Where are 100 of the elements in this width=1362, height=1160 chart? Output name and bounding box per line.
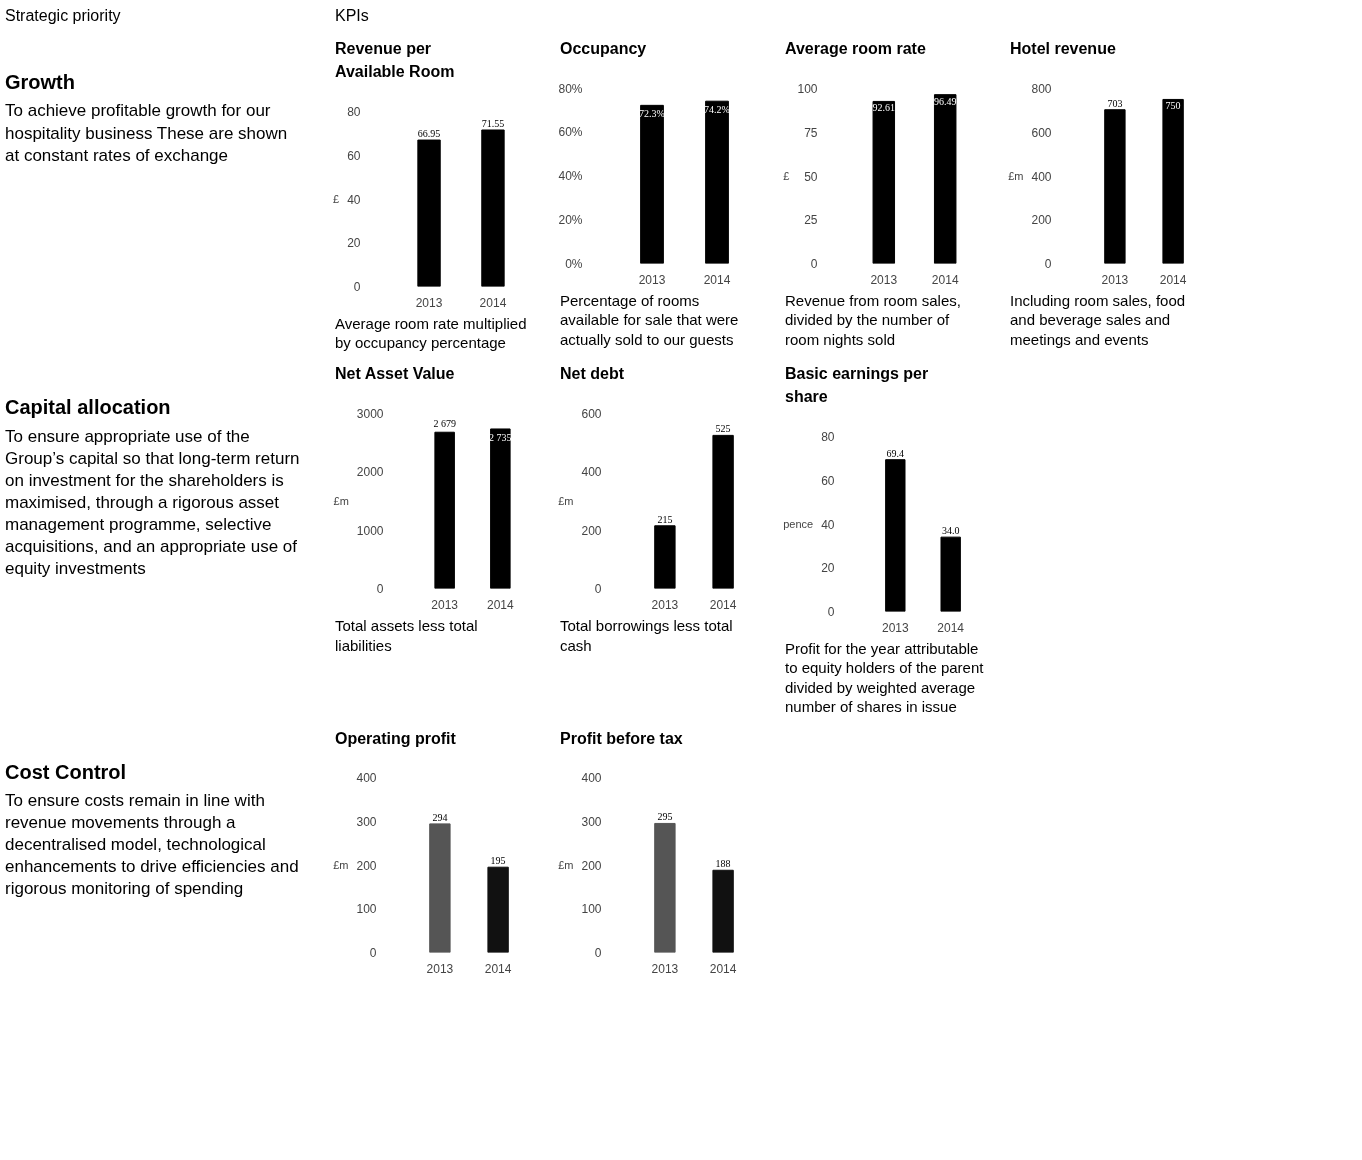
y-axis-title: pence bbox=[783, 517, 814, 530]
y-tick-label: 400 bbox=[1031, 169, 1052, 184]
text: Revenue from room sales, divided by the number of room nights sold bbox=[785, 290, 962, 350]
y-tick-label: 400 bbox=[356, 771, 377, 786]
x-tick-label: 2014 bbox=[937, 620, 965, 635]
y-axis-title: £m bbox=[558, 859, 574, 872]
data-label: 66.95 bbox=[417, 127, 441, 139]
x-tick-label: 2014 bbox=[484, 961, 512, 976]
y-tick-label: 50 bbox=[804, 169, 818, 184]
data-label: 74.2% bbox=[704, 103, 730, 115]
y-axis-title: £m bbox=[333, 859, 349, 872]
y-tick-label: 200 bbox=[581, 858, 602, 873]
y-tick-label: 80 bbox=[821, 429, 835, 444]
text: KPIs bbox=[335, 6, 369, 26]
chart-title: Revenue per Available Room bbox=[335, 38, 456, 82]
y-tick-label: 100 bbox=[797, 81, 818, 96]
y-tick-label: 0 bbox=[594, 582, 602, 597]
x-tick-label: 2013 bbox=[651, 961, 679, 976]
y-tick-label: 0 bbox=[353, 279, 361, 294]
data-label: 195 bbox=[490, 855, 506, 867]
data-label: 294 bbox=[432, 812, 448, 824]
chart-title: Operating profit bbox=[335, 728, 457, 749]
x-tick-label: 2013 bbox=[431, 597, 459, 612]
data-label: 525 bbox=[715, 423, 731, 435]
y-tick-label: 3000 bbox=[356, 407, 384, 422]
y-axis-title: £ bbox=[333, 192, 340, 205]
y-tick-label: 0 bbox=[594, 946, 602, 961]
chart-title: Occupancy bbox=[560, 38, 648, 59]
text: Growth bbox=[5, 69, 76, 95]
data-label: 750 bbox=[1165, 100, 1181, 112]
y-tick-label: 100 bbox=[356, 902, 377, 917]
x-tick-label: 2013 bbox=[881, 620, 909, 635]
text: To achieve profitable growth for our hospitality business These are shown at constant rates of exchange bbox=[5, 100, 289, 167]
chart-title: Profit before tax bbox=[560, 728, 684, 749]
y-tick-label: 75 bbox=[804, 125, 818, 140]
y-tick-label: 25 bbox=[804, 212, 818, 227]
chart-title: Net Asset Value bbox=[335, 364, 456, 385]
x-tick-label: 2013 bbox=[415, 295, 443, 310]
data-label: 703 bbox=[1107, 97, 1123, 109]
text: Including room sales, food and beverage sales and meetings and events bbox=[1010, 290, 1187, 350]
x-tick-label: 2013 bbox=[426, 961, 454, 976]
y-tick-label: 400 bbox=[581, 465, 602, 480]
x-tick-label: 2014 bbox=[703, 272, 731, 287]
x-tick-label: 2014 bbox=[1159, 272, 1187, 287]
y-tick-label: 0 bbox=[827, 604, 835, 619]
x-tick-label: 2014 bbox=[709, 597, 737, 612]
y-tick-label: 40% bbox=[558, 168, 583, 183]
text: Total assets less total liabilities bbox=[335, 616, 479, 656]
data-label: 215 bbox=[657, 513, 673, 525]
y-tick-label: 60 bbox=[347, 148, 361, 163]
y-tick-label: 60 bbox=[821, 473, 835, 488]
y-tick-label: 200 bbox=[356, 858, 377, 873]
x-tick-label: 2014 bbox=[709, 961, 737, 976]
chart-title: Hotel revenue bbox=[1010, 38, 1117, 59]
text: Strategic priority bbox=[5, 6, 121, 26]
y-tick-label: 80 bbox=[347, 104, 361, 119]
chart-title: Basic earnings per share bbox=[785, 364, 930, 407]
x-tick-label: 2013 bbox=[1101, 272, 1129, 287]
y-tick-label: 40 bbox=[347, 192, 361, 207]
chart-title: Average room rate bbox=[785, 38, 927, 59]
text: To ensure appropriate use of the Group’s capital so that long-term return on investment for the shareholders is maximised, through a rigorous asset management programme, selective acquisitions, and an appropriate use of equity investments bbox=[5, 425, 301, 581]
data-label: 71.55 bbox=[481, 117, 505, 129]
x-tick-label: 2014 bbox=[931, 272, 959, 287]
y-axis-title: £ bbox=[783, 169, 790, 182]
y-tick-label: 0 bbox=[369, 946, 377, 961]
data-label: 92.61 bbox=[872, 102, 896, 114]
data-label: 295 bbox=[657, 811, 673, 823]
y-axis-title: £m bbox=[333, 495, 349, 508]
data-label: 96.49 bbox=[933, 95, 957, 107]
y-tick-label: 40 bbox=[821, 517, 835, 532]
text: Profit for the year attributable to equity holders of the parent divided by weighted average number of shares in issue bbox=[785, 638, 985, 717]
chart-title: Net debt bbox=[560, 364, 625, 385]
data-label: 34.0 bbox=[941, 524, 960, 536]
y-tick-label: 200 bbox=[1031, 212, 1052, 227]
x-tick-label: 2014 bbox=[487, 597, 515, 612]
y-tick-label: 60% bbox=[558, 124, 583, 139]
y-tick-label: 600 bbox=[581, 407, 602, 422]
data-label: 72.3% bbox=[639, 108, 665, 120]
text: To ensure costs remain in line with revenue movements through a decentralised model, technological enhancements to drive efficiencies and rigorous monitoring of spending bbox=[5, 790, 300, 901]
y-tick-label: 2000 bbox=[356, 465, 384, 480]
y-axis-title: £m bbox=[1008, 169, 1024, 182]
text: Average room rate multiplied by occupancy percentage bbox=[335, 313, 528, 353]
y-tick-label: 0 bbox=[376, 582, 384, 597]
y-axis-title: £m bbox=[558, 495, 574, 508]
y-tick-label: 20% bbox=[558, 212, 583, 227]
y-tick-label: 20 bbox=[347, 235, 361, 250]
data-label: 69.4 bbox=[886, 447, 905, 459]
y-tick-label: 300 bbox=[356, 815, 377, 830]
data-label: 188 bbox=[715, 858, 731, 870]
text: Percentage of rooms available for sale that were actually sold to our guests bbox=[560, 290, 740, 350]
text: Total borrowings less total cash bbox=[560, 616, 734, 656]
y-tick-label: 100 bbox=[581, 902, 602, 917]
text: Cost Control bbox=[5, 759, 128, 785]
y-tick-label: 0% bbox=[565, 256, 583, 271]
y-tick-label: 20 bbox=[821, 561, 835, 576]
y-tick-label: 800 bbox=[1031, 81, 1052, 96]
y-tick-label: 80% bbox=[558, 81, 583, 96]
y-tick-label: 300 bbox=[581, 815, 602, 830]
y-tick-label: 1000 bbox=[356, 523, 384, 538]
x-tick-label: 2013 bbox=[651, 597, 679, 612]
